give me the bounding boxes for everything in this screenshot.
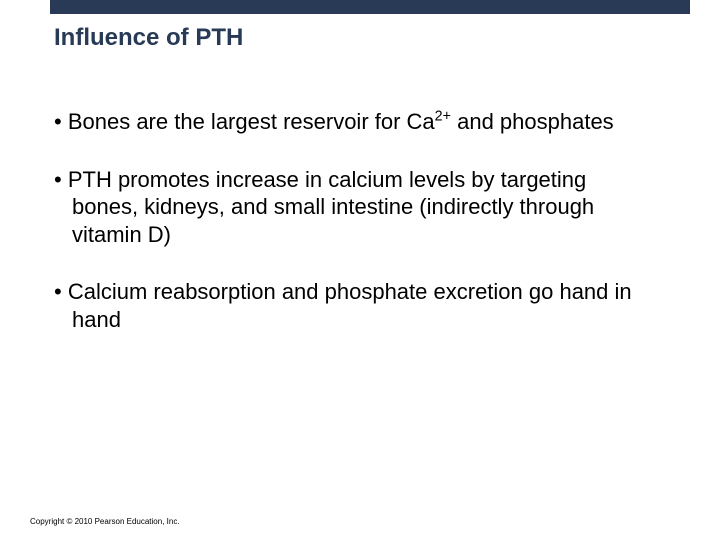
slide-content: Bones are the largest reservoir for Ca2+…	[54, 108, 654, 363]
bullet-item: PTH promotes increase in calcium levels …	[54, 166, 654, 249]
bullet-text: Calcium reabsorption and phosphate excre…	[68, 279, 632, 332]
slide-title: Influence of PTH	[54, 24, 243, 52]
bullet-superscript: 2+	[435, 109, 451, 125]
copyright-text: Copyright © 2010 Pearson Education, Inc.	[30, 517, 180, 526]
bullet-text-post: and phosphates	[451, 109, 614, 134]
bullet-text: PTH promotes increase in calcium levels …	[68, 167, 594, 247]
header-bar	[50, 0, 690, 14]
bullet-text-pre: Bones are the largest reservoir for Ca	[68, 109, 435, 134]
bullet-item: Bones are the largest reservoir for Ca2+…	[54, 108, 654, 136]
bullet-item: Calcium reabsorption and phosphate excre…	[54, 278, 654, 333]
